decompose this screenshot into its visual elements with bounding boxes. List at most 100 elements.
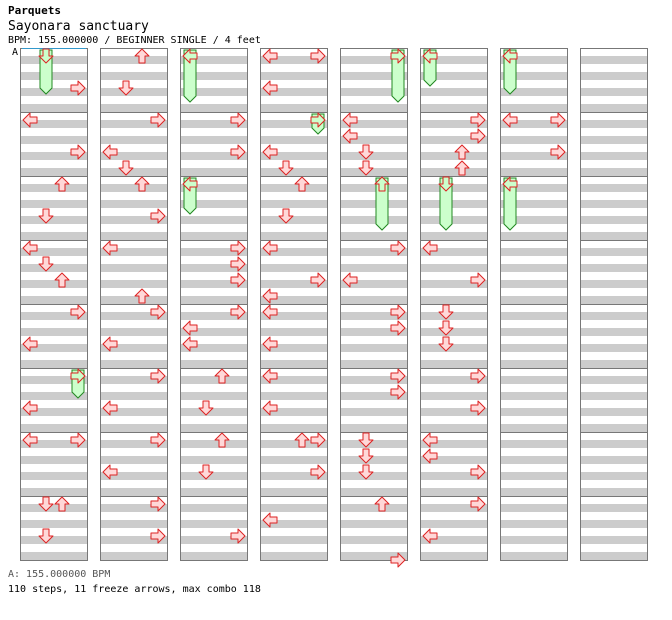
beat-row: [100, 288, 168, 296]
stripe-row: [260, 520, 328, 528]
beat-row: [260, 176, 328, 184]
beat-row: [260, 464, 328, 472]
left-arrow: [502, 176, 518, 192]
stripe-row: [420, 408, 488, 416]
stripe-row: [500, 392, 568, 400]
stripe-row: [260, 552, 328, 560]
beat-row: [100, 304, 168, 312]
beat-row: [20, 512, 88, 520]
beat-row: [20, 240, 88, 248]
beat-row: [100, 80, 168, 88]
step-stats: 110 steps, 11 freeze arrows, max combo 1…: [8, 584, 261, 595]
beat-row: [340, 464, 408, 472]
stripe-row: [20, 120, 88, 128]
down-arrow: [38, 48, 54, 64]
stripe-row: [420, 472, 488, 480]
beat-row: [420, 160, 488, 168]
stripe-row: [420, 136, 488, 144]
beat-row: [20, 544, 88, 552]
beat-row: [260, 384, 328, 392]
beat-row: [340, 272, 408, 280]
beat-row: [100, 432, 168, 440]
beat-row: [500, 496, 568, 504]
measure-border: [340, 496, 408, 561]
stripe-row: [180, 264, 248, 272]
beat-row: [260, 528, 328, 536]
stripe-row: [580, 136, 648, 144]
beat-row: [500, 400, 568, 408]
stripe-row: [100, 344, 168, 352]
beat-row: [500, 64, 568, 72]
stripe-row: [260, 120, 328, 128]
beat-row: [180, 464, 248, 472]
beat-row: [180, 112, 248, 120]
up-arrow: [294, 432, 310, 448]
stripe-row: [100, 296, 168, 304]
left-arrow: [342, 272, 358, 288]
beat-row: [420, 224, 488, 232]
stripe-row: [180, 536, 248, 544]
measure-border: [260, 496, 328, 561]
beat-row: [260, 144, 328, 152]
stripe-row: [580, 552, 648, 560]
stripe-row: [500, 552, 568, 560]
stripe-row: [20, 312, 88, 320]
beat-row: [260, 208, 328, 216]
beat-row: [20, 208, 88, 216]
stripe-row: [420, 248, 488, 256]
beat-row: [180, 432, 248, 440]
beat-row: [500, 320, 568, 328]
stripe-row: [180, 120, 248, 128]
stripe-row: [420, 552, 488, 560]
beat-row: [580, 320, 648, 328]
down-arrow: [358, 432, 374, 448]
stripe-row: [340, 344, 408, 352]
stripe-row: [500, 472, 568, 480]
stripe-row: [420, 56, 488, 64]
beat-row: [420, 288, 488, 296]
left-arrow: [262, 80, 278, 96]
left-arrow: [182, 176, 198, 192]
right-arrow: [230, 112, 246, 128]
stripe-row: [100, 360, 168, 368]
stripe-row: [500, 184, 568, 192]
left-arrow: [422, 448, 438, 464]
stripe-row: [340, 232, 408, 240]
stripe-row: [100, 312, 168, 320]
right-arrow: [230, 528, 246, 544]
beat-row: [340, 160, 408, 168]
left-arrow: [102, 464, 118, 480]
stripe-row: [100, 72, 168, 80]
stripe-row: [580, 504, 648, 512]
stripe-row: [420, 296, 488, 304]
stripe-row: [180, 88, 248, 96]
stripe-row: [180, 152, 248, 160]
stripe-row: [500, 504, 568, 512]
beat-row: [260, 368, 328, 376]
left-arrow: [102, 400, 118, 416]
beat-row: [340, 400, 408, 408]
stripe-row: [340, 424, 408, 432]
right-arrow: [470, 368, 486, 384]
beat-row: [20, 368, 88, 376]
stripe-row: [180, 328, 248, 336]
beat-row: [20, 288, 88, 296]
stripe-row: [340, 56, 408, 64]
stripe-row: [180, 312, 248, 320]
down-arrow: [198, 400, 214, 416]
stripe-row: [100, 328, 168, 336]
beat-row: [420, 256, 488, 264]
beat-row: [180, 160, 248, 168]
stripe-row: [580, 152, 648, 160]
right-arrow: [310, 464, 326, 480]
beat-row: [260, 192, 328, 200]
stripe-row: [500, 376, 568, 384]
right-arrow: [230, 272, 246, 288]
up-arrow: [294, 176, 310, 192]
beat-row: [180, 512, 248, 520]
stripe-row: [260, 424, 328, 432]
beat-row: [500, 112, 568, 120]
beat-row: [420, 208, 488, 216]
stripe-row: [420, 120, 488, 128]
